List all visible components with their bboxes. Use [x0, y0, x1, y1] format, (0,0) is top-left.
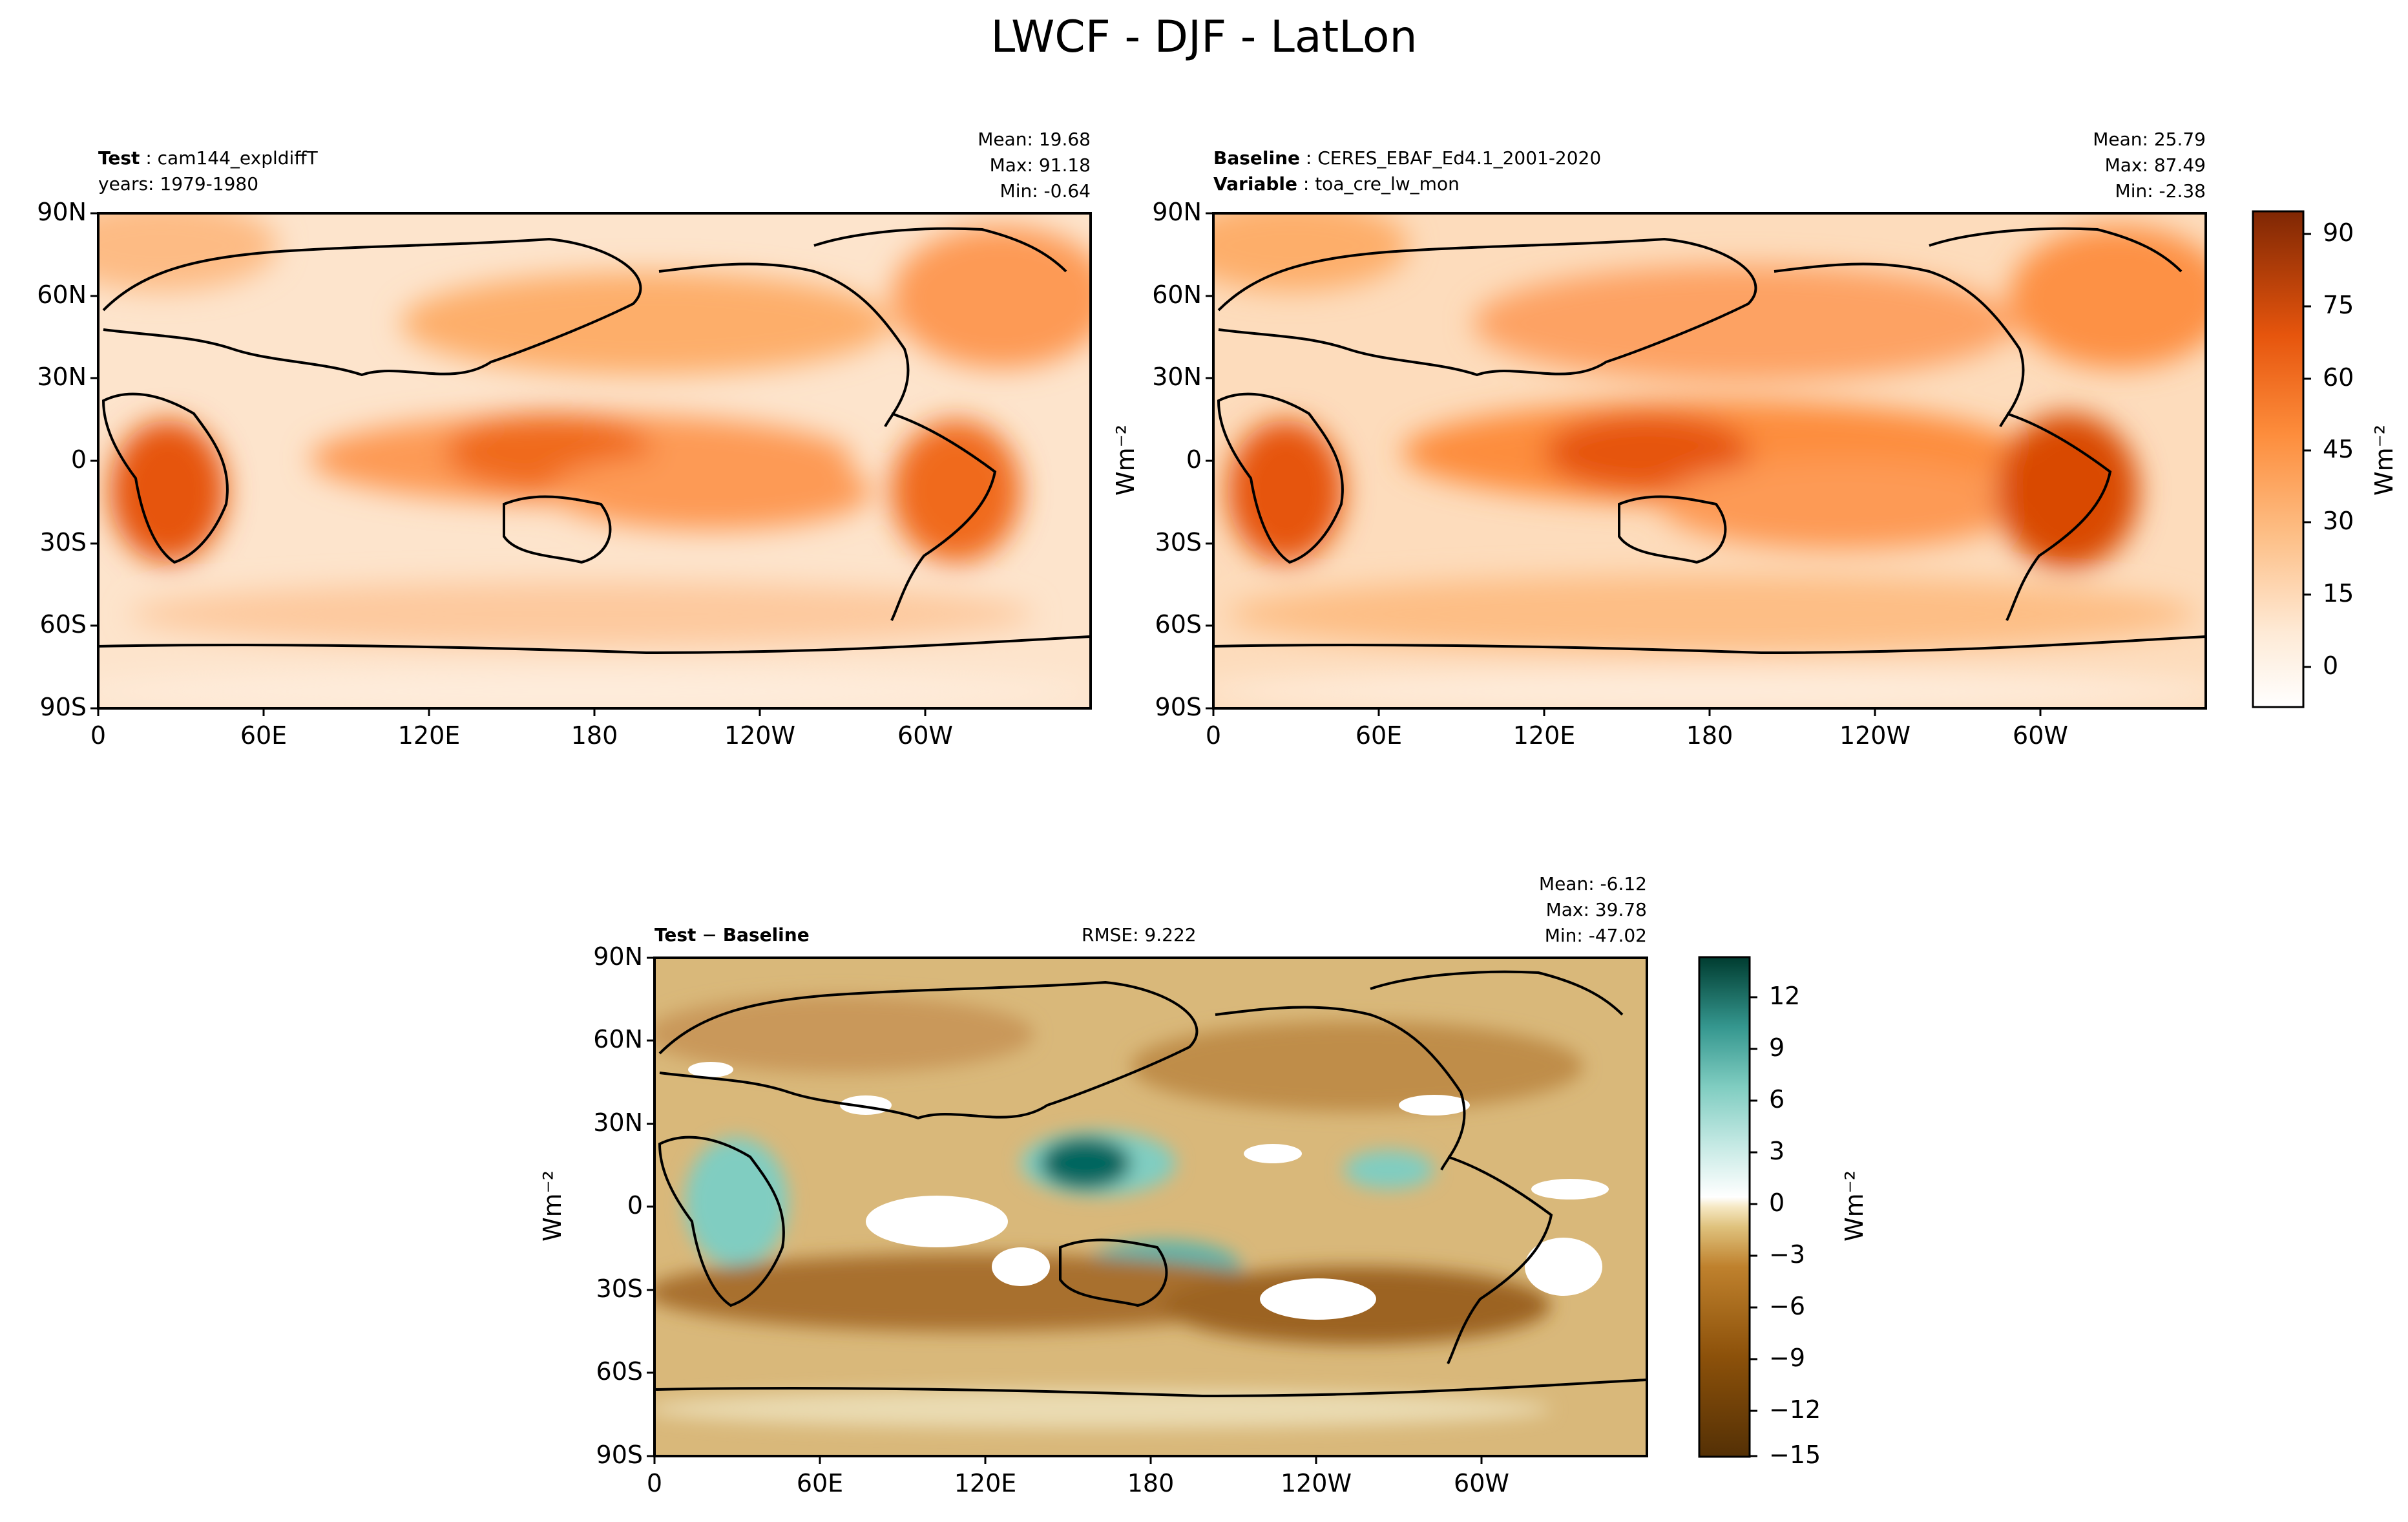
baseline-max: Max: 87.49 — [2104, 154, 2206, 176]
diff-ytick-label: 90N — [593, 942, 643, 971]
baseline-xtick-label: 60E — [1355, 721, 1403, 750]
test-xtick-label: 180 — [571, 721, 618, 750]
test-ytick-label: 90S — [39, 693, 87, 721]
baseline-ytick-label: 90N — [1152, 198, 1202, 226]
baseline-ytick-label: 30N — [1152, 363, 1202, 391]
diff-colorbar-tick: 9 — [1769, 1033, 1785, 1062]
diff-ytick-label: 90S — [596, 1441, 643, 1469]
baseline-xtick-label: 120W — [1839, 721, 1911, 750]
diff-colorbar-tick: 12 — [1769, 982, 1801, 1010]
test-years: years: 1979-1980 — [98, 173, 259, 195]
diff-label-minus: − — [696, 924, 723, 946]
baseline-xtick-label: 120E — [1513, 721, 1576, 750]
diff-xtick-label: 60W — [1454, 1469, 1509, 1497]
test-ytick-label: 30N — [37, 363, 87, 391]
diff-xtick-label: 60E — [796, 1469, 844, 1497]
diff-max: Max: 39.78 — [1545, 899, 1647, 920]
baseline-variable: Variable : toa_cre_lw_mon — [1213, 173, 1460, 195]
diff-colorbar-tick: 3 — [1769, 1137, 1785, 1165]
test-label-key: Test — [98, 147, 140, 169]
test-min: Min: -0.64 — [1000, 180, 1091, 202]
figure-title: LWCF - DJF - LatLon — [990, 12, 1418, 63]
test-xtick-label: 0 — [90, 721, 107, 750]
baseline-variable-value: toa_cre_lw_mon — [1315, 173, 1460, 195]
baseline-xtick-label: 180 — [1686, 721, 1733, 750]
test-tick-marks — [90, 212, 927, 716]
test-stats: Mean: 19.68 Max: 91.18 Min: -0.64 — [897, 127, 1091, 204]
test-mean: Mean: 19.68 — [978, 129, 1091, 150]
test-label: Test : cam144_expldiffT — [98, 147, 318, 169]
top-colorbar-tick: 0 — [2323, 651, 2339, 680]
diff-label-test: Test — [654, 924, 696, 946]
diff-ytick-label: 60N — [593, 1025, 643, 1053]
top-colorbar-tick: 45 — [2323, 435, 2354, 463]
diff-tick-marks — [647, 957, 1483, 1464]
top-colorbar-tick: 75 — [2323, 291, 2354, 319]
diff-label: Test − Baseline — [654, 922, 810, 948]
baseline-ytick-label: 30S — [1155, 528, 1202, 556]
test-max: Max: 91.18 — [989, 154, 1091, 176]
diff-colorbar — [1698, 956, 1751, 1458]
top-colorbar-tick: 60 — [2323, 363, 2354, 392]
diff-colorbar-tick: −15 — [1769, 1441, 1821, 1469]
baseline-xtick-label: 60W — [2013, 721, 2068, 750]
baseline-label-key: Baseline — [1213, 147, 1301, 169]
test-ytick-label: 60S — [39, 610, 87, 639]
test-ytick-label: 90N — [37, 198, 87, 226]
top-colorbar-tick: 90 — [2323, 218, 2354, 247]
diff-ytick-label: 30S — [596, 1274, 643, 1303]
baseline-label-value: CERES_EBAF_Ed4.1_2001-2020 — [1317, 147, 1602, 169]
diff-xtick-label: 180 — [1127, 1469, 1175, 1497]
diff-ytick-label: 30N — [593, 1108, 643, 1137]
test-ytick-label: 60N — [37, 280, 87, 309]
diff-label-baseline: Baseline — [722, 924, 810, 946]
top-colorbar — [2252, 210, 2305, 708]
baseline-label: Baseline : CERES_EBAF_Ed4.1_2001-2020 — [1213, 147, 1602, 169]
test-xtick-label: 60E — [240, 721, 288, 750]
baseline-ytick-label: 0 — [1186, 445, 1202, 474]
test-ytick-label: 30S — [39, 528, 87, 556]
test-ytick-label: 0 — [70, 445, 87, 474]
diff-units-label: Wm⁻² — [538, 1170, 567, 1242]
test-xtick-label: 60W — [897, 721, 953, 750]
test-xtick-label: 120W — [724, 721, 796, 750]
diff-min: Min: -47.02 — [1544, 925, 1647, 946]
diff-colorbar-units: Wm⁻² — [1840, 1170, 1869, 1242]
baseline-ytick-label: 60S — [1155, 610, 1202, 639]
baseline-ytick-label: 60N — [1152, 280, 1202, 309]
diff-stats: Mean: -6.12 Max: 39.78 Min: -47.02 — [1453, 871, 1647, 949]
diff-colorbar-tick: −6 — [1769, 1292, 1806, 1320]
baseline-stats: Mean: 25.79 Max: 87.49 Min: -2.38 — [2012, 127, 2206, 204]
baseline-units-label: Wm⁻² — [1111, 425, 1140, 496]
diff-colorbar-tick: −3 — [1769, 1240, 1806, 1269]
baseline-mean: Mean: 25.79 — [2093, 129, 2206, 150]
diff-rmse: RMSE: 9.222 — [1082, 924, 1197, 946]
test-map — [98, 213, 1091, 708]
baseline-map — [1213, 213, 2206, 708]
diff-colorbar-tick: 6 — [1769, 1085, 1785, 1114]
diff-xtick-label: 120W — [1280, 1469, 1352, 1497]
baseline-xtick-label: 0 — [1205, 721, 1222, 750]
top-colorbar-tick: 30 — [2323, 507, 2354, 535]
colorbar-tick-marks — [1750, 233, 2311, 1457]
test-label-value: cam144_expldiffT — [157, 147, 318, 169]
diff-ytick-label: 60S — [596, 1357, 643, 1386]
test-xtick-label: 120E — [397, 721, 461, 750]
baseline-tick-marks — [1206, 212, 2042, 716]
diff-colorbar-tick: 0 — [1769, 1189, 1785, 1217]
baseline-ytick-label: 90S — [1155, 693, 1202, 721]
baseline-variable-key: Variable — [1213, 173, 1297, 195]
top-colorbar-units: Wm⁻² — [2370, 425, 2398, 496]
top-colorbar-tick: 15 — [2323, 579, 2354, 608]
diff-xtick-label: 120E — [954, 1469, 1017, 1497]
diff-xtick-label: 0 — [646, 1469, 663, 1497]
diff-map — [654, 958, 1647, 1456]
diff-ytick-label: 0 — [627, 1191, 643, 1220]
diff-mean: Mean: -6.12 — [1538, 873, 1647, 894]
diff-colorbar-tick: −9 — [1769, 1344, 1806, 1372]
diff-colorbar-tick: −12 — [1769, 1395, 1821, 1424]
baseline-min: Min: -2.38 — [2115, 180, 2206, 202]
